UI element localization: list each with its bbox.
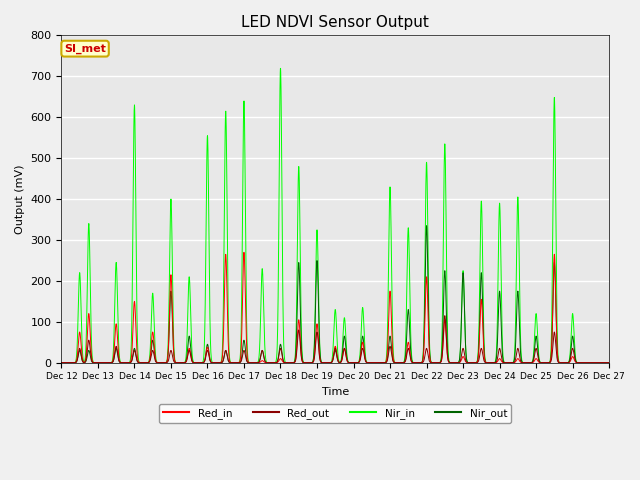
Nir_out [605,360,612,366]
Nir_out [211,360,218,366]
Red_in [240,250,248,255]
Line: Nir_out: Nir_out [61,226,609,363]
Nir_out [554,349,561,355]
Red_in [554,348,561,354]
Text: SI_met: SI_met [64,44,106,54]
Nir_out [605,360,613,366]
Line: Red_in: Red_in [61,252,609,363]
Nir_out [398,360,406,366]
Nir_in [175,360,182,366]
Red_out [554,357,561,362]
Legend: Red_in, Red_out, Nir_in, Nir_out: Red_in, Red_out, Nir_in, Nir_out [159,404,511,423]
Line: Nir_in: Nir_in [61,68,609,363]
Nir_in [389,334,397,339]
Nir_in [605,360,612,366]
Nir_out [58,360,65,366]
Red_in [605,360,613,366]
Red_out [175,360,182,366]
Line: Red_out: Red_out [61,316,609,363]
Nir_in [58,360,65,366]
Red_out [388,357,396,362]
Nir_in [211,360,218,366]
Red_in [389,349,397,355]
Nir_in [276,65,284,71]
Nir_out [422,223,430,228]
Nir_in [554,331,561,336]
Red_out [605,360,613,366]
Red_out [605,360,612,366]
Nir_in [399,360,406,366]
X-axis label: Time: Time [322,387,349,397]
Red_out [398,360,406,366]
Y-axis label: Output (mV): Output (mV) [15,164,25,234]
Nir_out [388,355,396,360]
Red_in [211,360,218,366]
Title: LED NDVI Sensor Output: LED NDVI Sensor Output [241,15,429,30]
Nir_in [605,360,613,366]
Nir_out [175,360,182,366]
Red_in [605,360,612,366]
Red_out [441,313,449,319]
Red_in [58,360,65,366]
Red_in [175,360,182,366]
Red_out [58,360,65,366]
Red_out [211,360,218,366]
Red_in [399,360,406,366]
